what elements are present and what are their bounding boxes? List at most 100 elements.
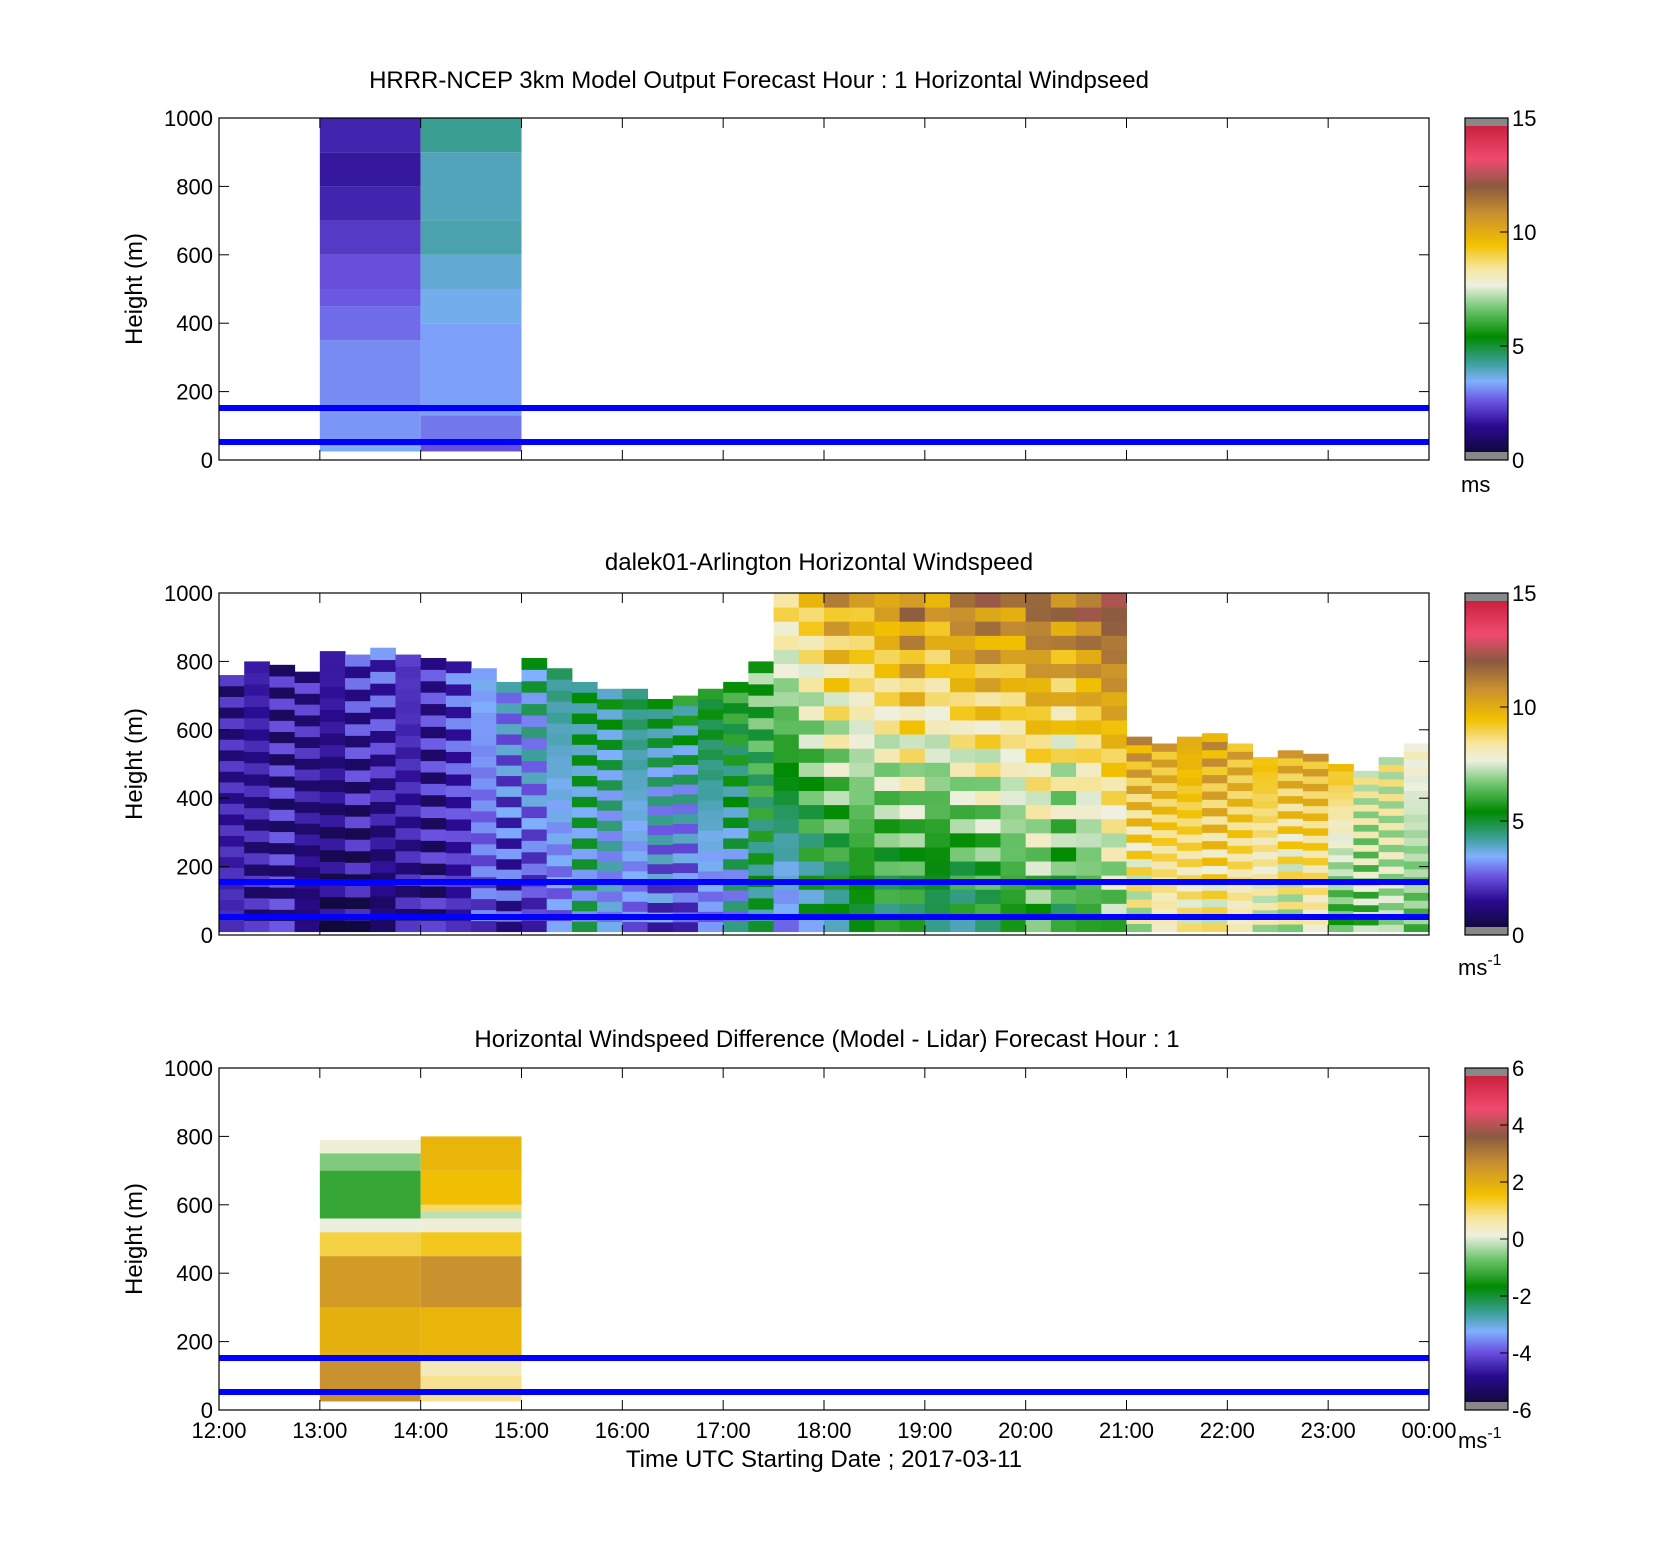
heatmap-cell — [1151, 837, 1178, 846]
heatmap-cell — [849, 677, 875, 693]
heatmap-cell — [395, 746, 422, 759]
heatmap-cell — [924, 804, 951, 820]
heatmap-cell — [899, 593, 926, 608]
heatmap-cell — [420, 851, 447, 864]
heatmap-cell — [950, 593, 976, 608]
heatmap-cell — [849, 734, 875, 749]
heatmap-cell — [1101, 748, 1127, 763]
heatmap-cell — [1302, 887, 1329, 896]
heatmap-cell — [773, 889, 800, 904]
heatmap-cell — [1403, 798, 1430, 807]
heatmap-cell — [824, 846, 850, 862]
heatmap-cell — [1101, 804, 1127, 820]
heatmap-cell — [1302, 894, 1329, 903]
heatmap-cell — [1050, 846, 1077, 862]
heatmap-cell — [1403, 845, 1430, 854]
heatmap-cell — [546, 799, 573, 812]
heatmap-cell — [1227, 821, 1254, 831]
heatmap-cell — [219, 867, 245, 879]
heatmap-cell — [1277, 908, 1304, 917]
heatmap-cell — [546, 756, 573, 768]
heatmap-cell — [950, 776, 976, 792]
heatmap-cell — [1302, 820, 1329, 829]
heatmap-cell — [546, 766, 573, 779]
heatmap-cell — [748, 886, 775, 899]
heatmap-cell — [798, 621, 825, 636]
heatmap-cell — [395, 896, 422, 909]
panel2-xticks — [218, 593, 1430, 935]
heatmap-cell — [1277, 810, 1304, 819]
heatmap-cell — [1000, 691, 1027, 707]
heatmap-cell — [471, 668, 497, 680]
heatmap-cell — [1277, 795, 1304, 804]
heatmap-cell — [647, 902, 674, 913]
heatmap-cell — [1277, 750, 1304, 759]
heatmap-cell — [370, 718, 396, 732]
heatmap-cell — [1202, 782, 1228, 792]
panel1-colorbar-under — [1465, 452, 1508, 460]
heatmap-cell — [1025, 889, 1052, 904]
heatmap-cell — [697, 708, 724, 720]
heatmap-cell — [748, 740, 775, 752]
heatmap-cell — [748, 751, 775, 764]
heatmap-cell — [1050, 832, 1077, 848]
heatmap-cell — [924, 832, 951, 848]
heatmap-cell — [849, 861, 875, 876]
heatmap-cell — [571, 692, 598, 704]
heatmap-cell — [294, 747, 321, 759]
panel3-xtick-label: 00:00 — [1401, 1418, 1456, 1443]
heatmap-cell — [1353, 797, 1380, 805]
heatmap-cell — [1403, 892, 1430, 901]
heatmap-cell — [1101, 734, 1127, 749]
heatmap-cell — [798, 846, 825, 862]
heatmap-cell — [1101, 635, 1127, 650]
heatmap-cell — [773, 719, 800, 735]
heatmap-cell — [521, 737, 548, 750]
heatmap-cell — [1126, 825, 1153, 835]
heatmap-cell — [1151, 868, 1178, 878]
heatmap-cell — [1050, 776, 1077, 792]
heatmap-cell — [924, 776, 951, 792]
heatmap-cell — [899, 818, 926, 834]
heatmap-cell — [1227, 774, 1254, 784]
heatmap-cell — [496, 723, 522, 735]
heatmap-cell — [445, 762, 472, 775]
heatmap-cell — [395, 723, 422, 736]
heatmap-cell — [521, 840, 548, 853]
panel2-title: dalek01-Arlington Horizontal Windspeed — [605, 549, 1033, 576]
heatmap-cell — [1302, 850, 1329, 858]
heatmap-cell — [924, 762, 951, 777]
heatmap-cell — [345, 700, 371, 713]
heatmap-cell — [773, 861, 800, 876]
heatmap-cell — [219, 696, 245, 708]
heatmap-cell — [445, 728, 472, 741]
heatmap-cell — [874, 762, 901, 777]
heatmap-cell — [622, 789, 649, 801]
heatmap-cell — [924, 748, 951, 763]
heatmap-cell — [824, 776, 850, 792]
heatmap-cell — [1151, 814, 1178, 823]
heatmap-cell — [496, 754, 522, 766]
heatmap-cell — [1403, 751, 1430, 760]
heatmap-cell — [1101, 762, 1127, 777]
heatmap-cell — [1025, 649, 1052, 665]
heatmap-cell — [1025, 734, 1052, 749]
heatmap-cell — [849, 889, 875, 904]
heatmap-cell — [571, 900, 598, 912]
heatmap-cell — [546, 668, 573, 680]
heatmap-cell — [647, 824, 674, 836]
heatmap-cell — [294, 801, 321, 813]
heatmap-cell — [546, 723, 573, 735]
heatmap-cell — [672, 744, 699, 756]
heatmap-cell — [597, 901, 623, 912]
heatmap-cell — [445, 807, 472, 820]
heatmap-cell — [697, 820, 724, 831]
panel2-yticks: 0 200 400 600 800 1000 — [164, 581, 1429, 948]
heatmap-cell — [1378, 793, 1405, 802]
heatmap-cell — [1302, 901, 1329, 910]
panel2-cbar-unit: ms-1 — [1458, 952, 1502, 980]
heatmap-cell — [294, 779, 321, 792]
panel-difference: Horizontal Windspeed Difference (Model -… — [121, 1026, 1532, 1473]
heatmap-cell — [471, 843, 497, 856]
heatmap-cell — [471, 865, 497, 878]
